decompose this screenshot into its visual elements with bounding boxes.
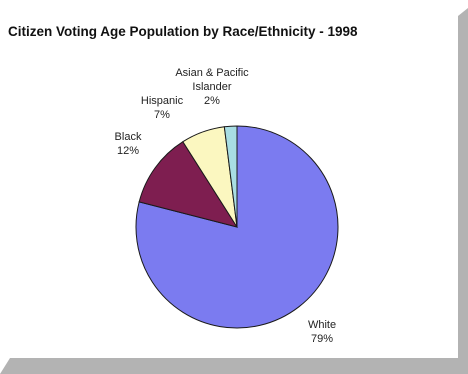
pie-slice-asian-pacific [223, 125, 238, 228]
slice-labels: White 79% Black 12% Hispanic 7%Asian & Pacifi… [115, 67, 337, 345]
panel-shadow-bottom [0, 358, 468, 374]
pie-slice-black [138, 141, 239, 228]
slice-label-hispanic: Hispanic 7% [141, 95, 184, 121]
slice-label-black: Black 12% [115, 131, 142, 157]
slice-label-asian-pacific: Asian & Pacific Islander 2% [175, 67, 249, 107]
panel-shadow-right [458, 8, 468, 374]
chart-title: Citizen Voting Age Population by Race/Et… [8, 24, 358, 39]
pie-slices [135, 125, 339, 329]
slice-label-white: White 79% [308, 319, 336, 345]
